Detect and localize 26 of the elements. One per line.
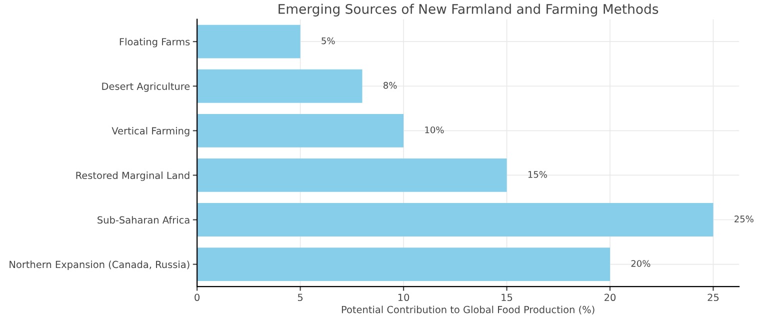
x-tick-label: 10 bbox=[398, 294, 410, 302]
data-label: 15% bbox=[528, 171, 547, 178]
chart-title: Emerging Sources of New Farmland and Farming Methods bbox=[278, 4, 658, 17]
bar bbox=[197, 114, 404, 148]
y-tick-label: Floating Farms bbox=[120, 38, 190, 48]
y-tick-label: Restored Marginal Land bbox=[76, 172, 190, 181]
y-tick-label: Northern Expansion (Canada, Russia) bbox=[10, 260, 190, 270]
bar bbox=[197, 203, 714, 236]
bar bbox=[197, 24, 300, 58]
x-tick-label: 15 bbox=[502, 294, 512, 302]
bar bbox=[197, 158, 507, 192]
x-tick-label: 5 bbox=[298, 294, 303, 302]
y-tick-label: Desert Agriculture bbox=[102, 82, 190, 92]
bar bbox=[197, 248, 610, 282]
bar bbox=[197, 69, 362, 103]
data-label: 10% bbox=[425, 126, 444, 134]
y-tick-label: Sub-Saharan Africa bbox=[98, 216, 190, 224]
x-axis-title: Potential Contribution to Global Food Production (%) bbox=[342, 306, 594, 314]
data-label: 5% bbox=[322, 37, 335, 44]
data-label: 20% bbox=[631, 260, 650, 267]
x-tick-label: 25 bbox=[708, 294, 719, 302]
x-tick-label: 20 bbox=[604, 294, 616, 302]
data-label: 8% bbox=[384, 82, 397, 89]
x-tick-label: 0 bbox=[194, 294, 200, 302]
y-tick-label: Vertical Farming bbox=[112, 126, 190, 136]
data-label: 25% bbox=[734, 216, 754, 222]
